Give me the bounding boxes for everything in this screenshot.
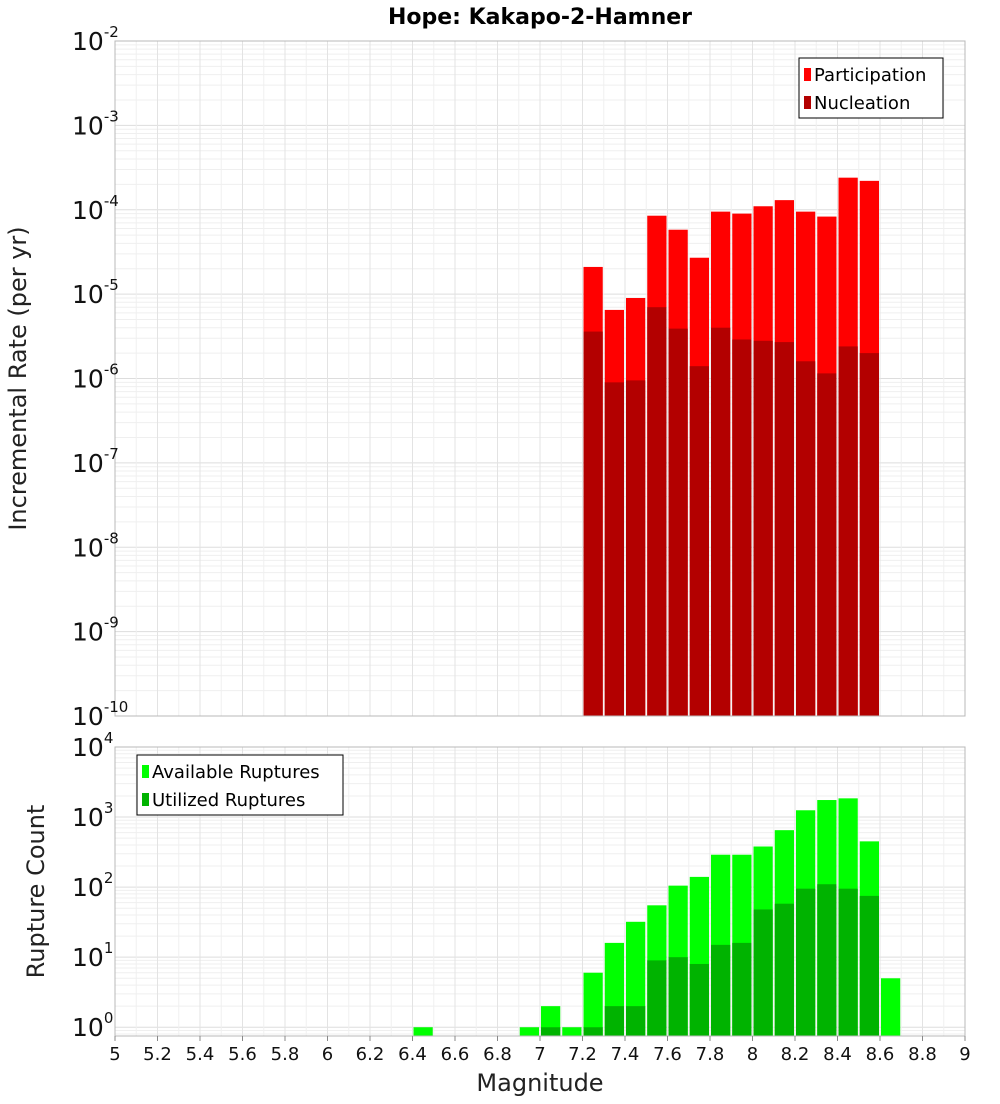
count-legend-box (136, 754, 344, 816)
rate-y-tick-label: 10-5 (72, 276, 119, 309)
count-x-tick-label: 9 (959, 1044, 970, 1065)
count-bar-1-11 (796, 888, 816, 1036)
count-y-tick-label: 104 (72, 729, 113, 762)
rate-bar-1-13 (859, 353, 879, 716)
rate-y-tick-label: 10-3 (72, 107, 119, 140)
count-legend-label-1: Utilized Ruptures (152, 790, 305, 811)
count-x-tick-label: 6 (322, 1044, 333, 1065)
count-bar-1-6 (689, 963, 709, 1036)
count-x-tick-label: 7.2 (568, 1044, 597, 1065)
rate-y-tick-label: 10-2 (72, 23, 119, 56)
count-x-tick-label: 7.6 (653, 1044, 682, 1065)
rate-y-tick-label: 10-8 (72, 529, 119, 562)
rate-y-ticks: 10-10 10-9 10-8 10-7 10-6 10-5 10-4 10-3 10-2 (72, 23, 128, 731)
count-bar-1-13 (838, 888, 858, 1036)
count-x-tick-label: 5.2 (143, 1044, 172, 1065)
count-x-tick-label: 6.2 (356, 1044, 385, 1065)
count-legend-swatch-1 (142, 793, 149, 806)
count-x-axis-label: Magnitude (476, 1069, 603, 1097)
rate-bar-1-11 (817, 373, 837, 716)
rate-y-tick-label: 10-7 (72, 445, 119, 478)
count-bar-1-0 (541, 1027, 561, 1036)
count-bar-0-4 (583, 972, 603, 1036)
count-bar-1-14 (859, 895, 879, 1036)
rate-bar-1-3 (647, 307, 667, 716)
rate-bar-1-1 (604, 382, 624, 716)
rate-y-tick-label: 10-6 (72, 361, 119, 394)
count-x-ticks: 5 5.2 5.4 5.6 5.8 6 6.2 6.4 6.6 6.8 7 7.2 7.4 7.6 7.8 8… (109, 1036, 971, 1065)
rate-legend-swatch-1 (804, 96, 811, 109)
rate-bar-1-9 (774, 342, 794, 716)
count-bar-1-4 (647, 960, 667, 1036)
rate-frame (114, 40, 966, 717)
count-legend: Available Ruptures Utilized Ruptures (136, 754, 344, 816)
rate-bars (583, 177, 879, 717)
count-legend-label-0: Available Ruptures (152, 762, 320, 783)
rate-bar-1-7 (732, 339, 752, 716)
count-legend-swatch-0 (142, 765, 149, 778)
rate-y-tick-label: 10-4 (72, 192, 119, 225)
count-x-tick-label: 6.6 (441, 1044, 470, 1065)
count-y-tick-label: 100 (72, 1009, 113, 1042)
count-bar-0-18 (881, 978, 901, 1036)
count-series-1 (541, 884, 879, 1036)
count-y-tick-label: 101 (72, 939, 113, 972)
count-x-tick-label: 7.8 (696, 1044, 725, 1065)
count-x-tick-label: 5 (109, 1044, 120, 1065)
count-x-tick-label: 8 (747, 1044, 758, 1065)
rate-legend-label-0: Participation (814, 65, 926, 86)
count-y-axis-label: Rupture Count (22, 805, 50, 979)
count-x-tick-label: 8.4 (823, 1044, 852, 1065)
rate-chart-title: Hope: Kakapo-2-Hamner (388, 5, 692, 30)
count-x-tick-label: 8.2 (781, 1044, 810, 1065)
count-bar-1-8 (732, 942, 752, 1036)
count-bar-0-1 (519, 1027, 539, 1036)
rate-bar-1-12 (838, 346, 858, 716)
count-x-tick-label: 7.4 (611, 1044, 640, 1065)
count-bar-0-3 (562, 1027, 582, 1036)
count-bar-1-3 (626, 1006, 646, 1036)
count-bar-1-7 (711, 944, 731, 1036)
rate-bar-1-10 (796, 361, 816, 716)
rate-legend-box (798, 57, 944, 119)
count-bar-1-9 (753, 909, 773, 1036)
rate-legend: Participation Nucleation (798, 57, 944, 119)
rate-legend-swatch-0 (804, 68, 811, 81)
count-x-tick-label: 5.8 (271, 1044, 300, 1065)
rate-bar-1-8 (753, 340, 773, 716)
count-bar-1-2 (604, 1006, 624, 1036)
count-y-ticks: 100 101 102 103 104 (72, 729, 113, 1042)
count-x-tick-label: 6.4 (398, 1044, 427, 1065)
rate-grid (114, 40, 966, 717)
count-bar-1-5 (668, 957, 688, 1036)
rate-bar-1-2 (626, 380, 646, 716)
rate-bar-1-4 (668, 328, 688, 716)
rate-y-tick-label: 10-10 (72, 698, 128, 731)
rate-y-tick-label: 10-9 (72, 614, 119, 647)
rate-bar-1-0 (583, 331, 603, 716)
rate-bar-1-6 (711, 327, 731, 716)
count-x-tick-label: 8.8 (908, 1044, 937, 1065)
rate-bar-1-5 (689, 366, 709, 716)
count-x-tick-label: 7 (534, 1044, 545, 1065)
count-panel: 100 101 102 103 104 Rupture Count 5 5.2 5.4 5.6 5.… (22, 729, 971, 1097)
count-y-tick-label: 102 (72, 869, 113, 902)
rate-y-axis-label: Incremental Rate (per yr) (4, 226, 32, 530)
count-bar-1-12 (817, 884, 837, 1036)
count-x-tick-label: 5.6 (228, 1044, 257, 1065)
rate-series-1 (583, 307, 879, 716)
count-bar-1-1 (583, 1027, 603, 1036)
count-y-tick-label: 103 (72, 799, 113, 832)
count-bar-0-0 (413, 1027, 433, 1036)
rate-panel: 10-10 10-9 10-8 10-7 10-6 10-5 10-4 10-3 10-2 Inc… (4, 5, 966, 731)
count-x-tick-label: 8.6 (866, 1044, 895, 1065)
count-x-tick-label: 6.8 (483, 1044, 512, 1065)
count-x-tick-label: 5.4 (186, 1044, 215, 1065)
count-bar-1-10 (774, 903, 794, 1036)
rate-legend-label-1: Nucleation (814, 93, 910, 114)
count-bars (413, 798, 901, 1036)
